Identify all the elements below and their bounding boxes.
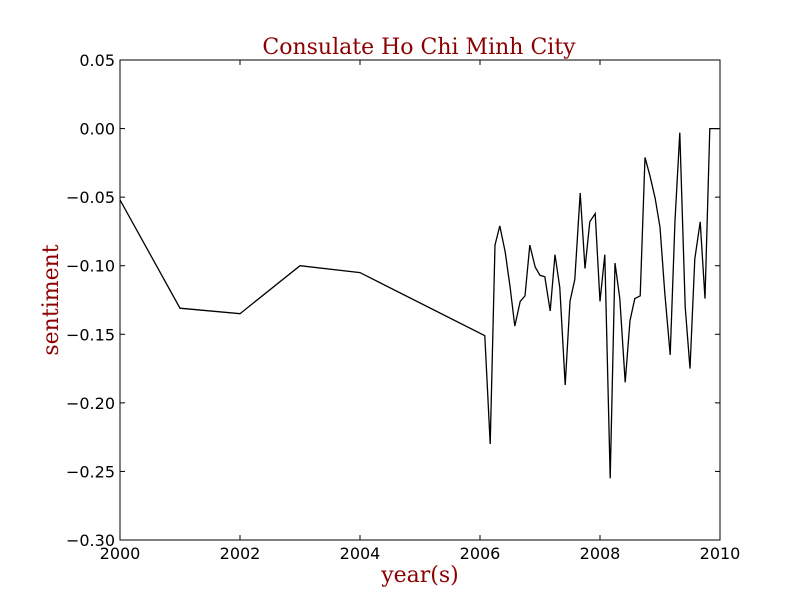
x-tick-label: 2004 — [340, 544, 381, 563]
y-axis: 0.05 0.00 −0.05 −0.10 −0.15 −0.20 −0.25 −0.30 — [66, 51, 720, 550]
plot-area — [119, 59, 721, 541]
y-tick-label: −0.30 — [66, 531, 115, 550]
x-tick-label: 2000 — [100, 544, 141, 563]
chart-title: Consulate Ho Chi Minh City — [262, 35, 576, 60]
y-tick-label: −0.20 — [66, 394, 115, 413]
x-tick-label: 2002 — [220, 544, 261, 563]
x-axis-label: year(s) — [380, 563, 459, 588]
x-tick-label: 2006 — [460, 544, 501, 563]
x-tick-label: 2010 — [700, 544, 741, 563]
y-tick-label: −0.10 — [66, 257, 115, 276]
y-tick-label: 0.05 — [79, 51, 115, 70]
plot-frame — [119, 59, 721, 541]
x-axis: 2000 2002 2004 2006 2008 2010 — [100, 60, 741, 563]
y-tick-label: −0.05 — [66, 188, 115, 207]
y-axis-label: sentiment — [39, 244, 64, 355]
series-line — [119, 127, 720, 479]
y-tick-label: −0.25 — [66, 462, 115, 481]
x-tick-label: 2008 — [580, 544, 621, 563]
y-tick-label: −0.15 — [66, 325, 115, 344]
y-tick-label: 0.00 — [79, 120, 115, 139]
